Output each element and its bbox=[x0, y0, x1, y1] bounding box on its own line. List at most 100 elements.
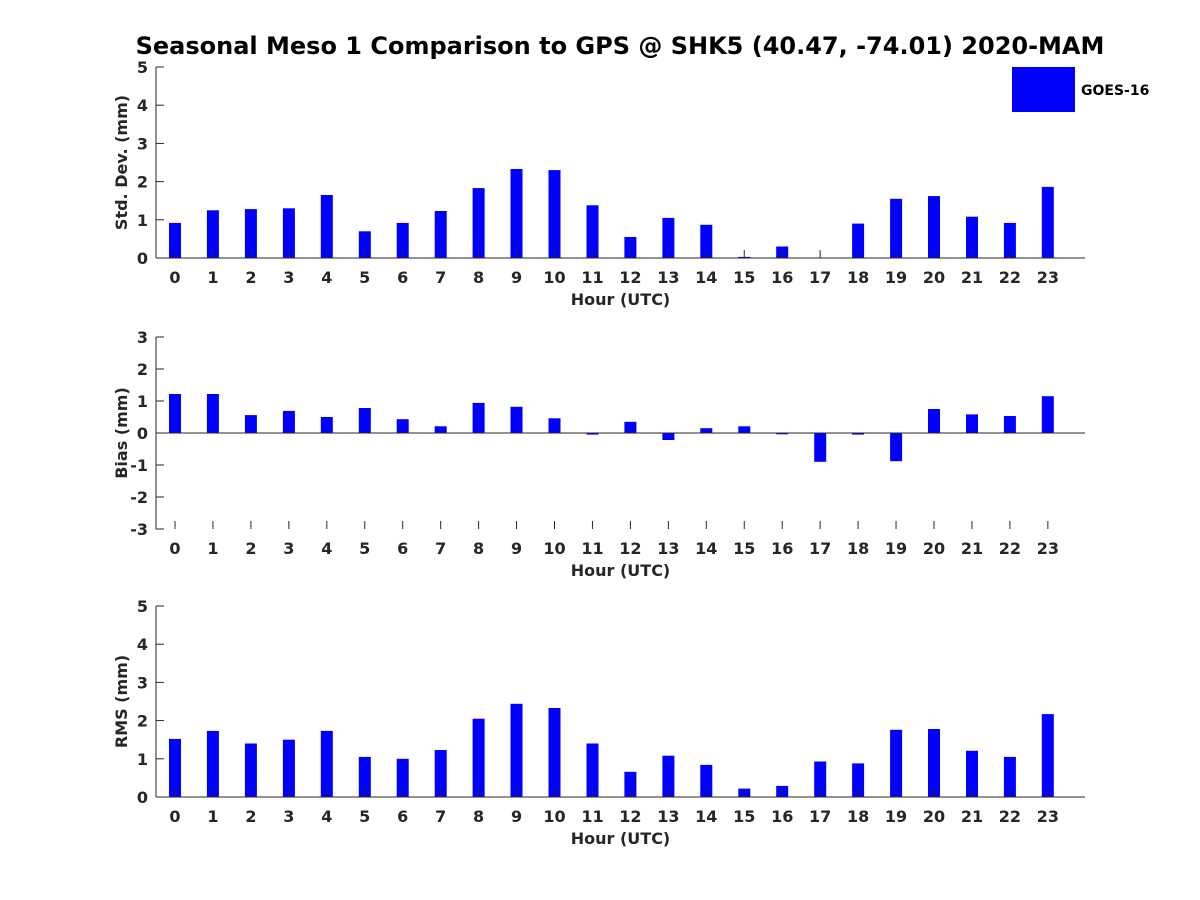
bar-rms-hour-4 bbox=[320, 730, 333, 797]
bar-std-hour-6 bbox=[396, 222, 409, 258]
x-tick-label-rms: 14 bbox=[695, 807, 717, 826]
x-tick-label-std: 15 bbox=[733, 268, 755, 287]
legend: GOES-16 bbox=[1012, 67, 1149, 112]
x-tick-label-rms: 10 bbox=[543, 807, 565, 826]
bar-rms-hour-23 bbox=[1041, 714, 1054, 797]
x-tick-label-bias: 3 bbox=[283, 539, 294, 558]
bar-std-hour-8 bbox=[472, 188, 485, 258]
x-tick-label-bias: 16 bbox=[771, 539, 793, 558]
bar-bias-hour-14 bbox=[700, 428, 713, 433]
bar-bias-hour-5 bbox=[358, 408, 371, 433]
x-tick-label-bias: 0 bbox=[169, 539, 180, 558]
x-tick-label-std: 8 bbox=[473, 268, 484, 287]
bar-bias-hour-23 bbox=[1041, 396, 1054, 433]
x-tick-label-rms: 22 bbox=[999, 807, 1021, 826]
y-tick-label-std: 3 bbox=[137, 134, 148, 153]
x-tick-label-rms: 11 bbox=[581, 807, 603, 826]
bar-std-hour-14 bbox=[700, 224, 713, 258]
bar-rms-hour-9 bbox=[510, 703, 523, 797]
x-tick-label-rms: 21 bbox=[961, 807, 983, 826]
bar-std-hour-19 bbox=[890, 198, 903, 258]
bar-rms-hour-6 bbox=[396, 758, 409, 797]
bar-bias-hour-13 bbox=[662, 433, 675, 440]
bar-rms-hour-8 bbox=[472, 718, 485, 797]
y-tick-label-std: 5 bbox=[137, 58, 148, 77]
bar-bias-hour-8 bbox=[472, 402, 485, 433]
bar-bias-hour-4 bbox=[320, 417, 333, 433]
y-tick-label-rms: 0 bbox=[137, 788, 148, 807]
bar-rms-hour-22 bbox=[1003, 756, 1016, 797]
y-tick-label-bias: 0 bbox=[137, 424, 148, 443]
x-tick-label-bias: 20 bbox=[923, 539, 945, 558]
x-tick-label-rms: 5 bbox=[359, 807, 370, 826]
bar-bias-hour-6 bbox=[396, 419, 409, 433]
x-tick-label-std: 16 bbox=[771, 268, 793, 287]
bar-rms-hour-7 bbox=[434, 750, 447, 797]
y-tick-label-bias: 2 bbox=[137, 360, 148, 379]
x-tick-label-rms: 1 bbox=[207, 807, 218, 826]
x-tick-label-std: 13 bbox=[657, 268, 679, 287]
x-tick-label-rms: 9 bbox=[511, 807, 522, 826]
x-tick-label-bias: 7 bbox=[435, 539, 446, 558]
x-tick-label-bias: 4 bbox=[321, 539, 332, 558]
y-axis-label-rms: RMS (mm) bbox=[112, 655, 131, 748]
y-tick-label-bias: 1 bbox=[137, 392, 148, 411]
bar-bias-hour-19 bbox=[890, 433, 903, 462]
x-tick-label-rms: 0 bbox=[169, 807, 180, 826]
x-tick-label-bias: 21 bbox=[961, 539, 983, 558]
x-tick-label-bias: 13 bbox=[657, 539, 679, 558]
bar-std-hour-23 bbox=[1041, 186, 1054, 258]
bar-std-hour-12 bbox=[624, 237, 637, 258]
bar-std-hour-18 bbox=[852, 223, 865, 258]
bar-rms-hour-18 bbox=[852, 763, 865, 797]
x-tick-label-rms: 20 bbox=[923, 807, 945, 826]
bar-bias-hour-7 bbox=[434, 426, 447, 433]
bar-std-hour-20 bbox=[928, 196, 940, 258]
bar-bias-hour-0 bbox=[169, 394, 181, 433]
x-tick-label-std: 10 bbox=[543, 268, 565, 287]
bar-rms-hour-0 bbox=[169, 738, 181, 797]
bar-rms-hour-12 bbox=[624, 771, 637, 797]
bar-bias-hour-9 bbox=[510, 406, 523, 433]
x-tick-label-std: 22 bbox=[999, 268, 1021, 287]
x-tick-label-bias: 2 bbox=[245, 539, 256, 558]
bar-bias-hour-12 bbox=[624, 421, 637, 433]
x-tick-label-rms: 18 bbox=[847, 807, 869, 826]
bar-bias-hour-3 bbox=[282, 410, 295, 433]
y-tick-label-rms: 2 bbox=[137, 712, 148, 731]
bar-std-hour-7 bbox=[434, 211, 447, 258]
x-tick-label-std: 0 bbox=[169, 268, 180, 287]
x-tick-label-bias: 18 bbox=[847, 539, 869, 558]
x-tick-label-std: 19 bbox=[885, 268, 907, 287]
chart-title: Seasonal Meso 1 Comparison to GPS @ SHK5… bbox=[136, 32, 1105, 60]
bar-rms-hour-14 bbox=[700, 764, 713, 797]
x-tick-label-bias: 11 bbox=[581, 539, 603, 558]
x-tick-label-rms: 7 bbox=[435, 807, 446, 826]
bar-rms-hour-2 bbox=[244, 743, 257, 797]
y-tick-label-bias: -2 bbox=[130, 488, 148, 507]
x-tick-label-std: 23 bbox=[1037, 268, 1059, 287]
y-tick-label-rms: 3 bbox=[137, 673, 148, 692]
bar-std-hour-21 bbox=[966, 216, 978, 258]
y-tick-label-rms: 4 bbox=[137, 635, 148, 654]
x-tick-label-bias: 6 bbox=[397, 539, 408, 558]
y-tick-label-bias: -1 bbox=[130, 456, 148, 475]
bar-rms-hour-3 bbox=[282, 739, 295, 797]
bar-std-hour-4 bbox=[320, 195, 333, 258]
x-tick-label-rms: 8 bbox=[473, 807, 484, 826]
bar-std-hour-2 bbox=[244, 209, 257, 258]
x-tick-label-rms: 17 bbox=[809, 807, 831, 826]
bar-bias-hour-17 bbox=[814, 433, 827, 462]
x-tick-label-rms: 2 bbox=[245, 807, 256, 826]
y-tick-label-std: 1 bbox=[137, 211, 148, 230]
y-tick-label-rms: 1 bbox=[137, 750, 148, 769]
bar-std-hour-22 bbox=[1003, 222, 1016, 258]
x-tick-label-rms: 15 bbox=[733, 807, 755, 826]
bar-std-hour-11 bbox=[586, 205, 599, 258]
x-axis-label-rms: Hour (UTC) bbox=[571, 829, 671, 848]
x-tick-label-rms: 13 bbox=[657, 807, 679, 826]
